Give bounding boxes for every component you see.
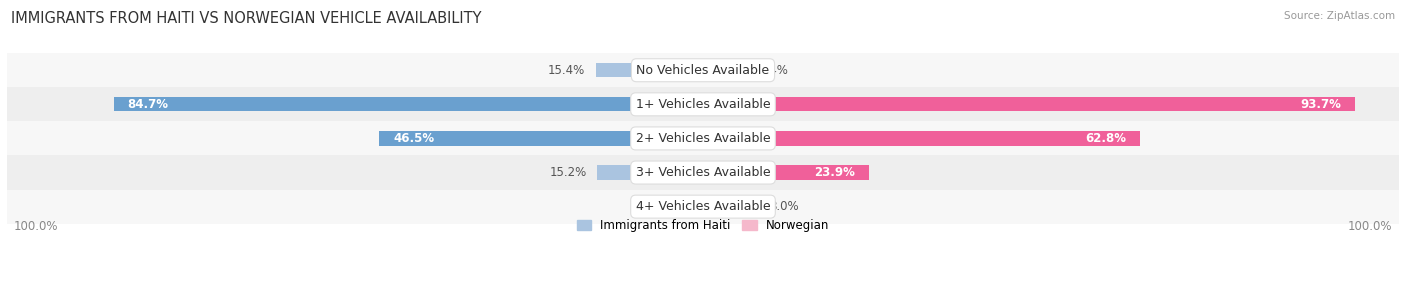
Bar <box>703 199 759 214</box>
Text: 23.9%: 23.9% <box>814 166 855 179</box>
Text: 4+ Vehicles Available: 4+ Vehicles Available <box>636 200 770 213</box>
Text: No Vehicles Available: No Vehicles Available <box>637 64 769 77</box>
Text: Source: ZipAtlas.com: Source: ZipAtlas.com <box>1284 11 1395 21</box>
Bar <box>703 97 1355 112</box>
Bar <box>7 190 1399 224</box>
Bar <box>7 121 1399 156</box>
Text: 15.4%: 15.4% <box>548 64 585 77</box>
Legend: Immigrants from Haiti, Norwegian: Immigrants from Haiti, Norwegian <box>576 219 830 232</box>
Bar <box>598 165 703 180</box>
Bar <box>7 87 1399 121</box>
Bar <box>703 63 748 78</box>
Text: 15.2%: 15.2% <box>550 166 586 179</box>
Text: 100.0%: 100.0% <box>1347 220 1392 233</box>
Bar <box>114 97 703 112</box>
Text: 93.7%: 93.7% <box>1301 98 1341 111</box>
Text: 3+ Vehicles Available: 3+ Vehicles Available <box>636 166 770 179</box>
Text: 6.4%: 6.4% <box>758 64 787 77</box>
Bar <box>380 131 703 146</box>
Text: 84.7%: 84.7% <box>128 98 169 111</box>
Text: 8.0%: 8.0% <box>769 200 799 213</box>
Text: IMMIGRANTS FROM HAITI VS NORWEGIAN VEHICLE AVAILABILITY: IMMIGRANTS FROM HAITI VS NORWEGIAN VEHIC… <box>11 11 482 26</box>
Bar <box>7 156 1399 190</box>
Text: 2+ Vehicles Available: 2+ Vehicles Available <box>636 132 770 145</box>
Bar <box>596 63 703 78</box>
Bar <box>703 131 1140 146</box>
Bar <box>672 199 703 214</box>
Bar <box>703 165 869 180</box>
Text: 1+ Vehicles Available: 1+ Vehicles Available <box>636 98 770 111</box>
Text: 100.0%: 100.0% <box>14 220 59 233</box>
Text: 62.8%: 62.8% <box>1085 132 1126 145</box>
Text: 46.5%: 46.5% <box>394 132 434 145</box>
Text: 4.5%: 4.5% <box>631 200 661 213</box>
Bar <box>7 53 1399 87</box>
